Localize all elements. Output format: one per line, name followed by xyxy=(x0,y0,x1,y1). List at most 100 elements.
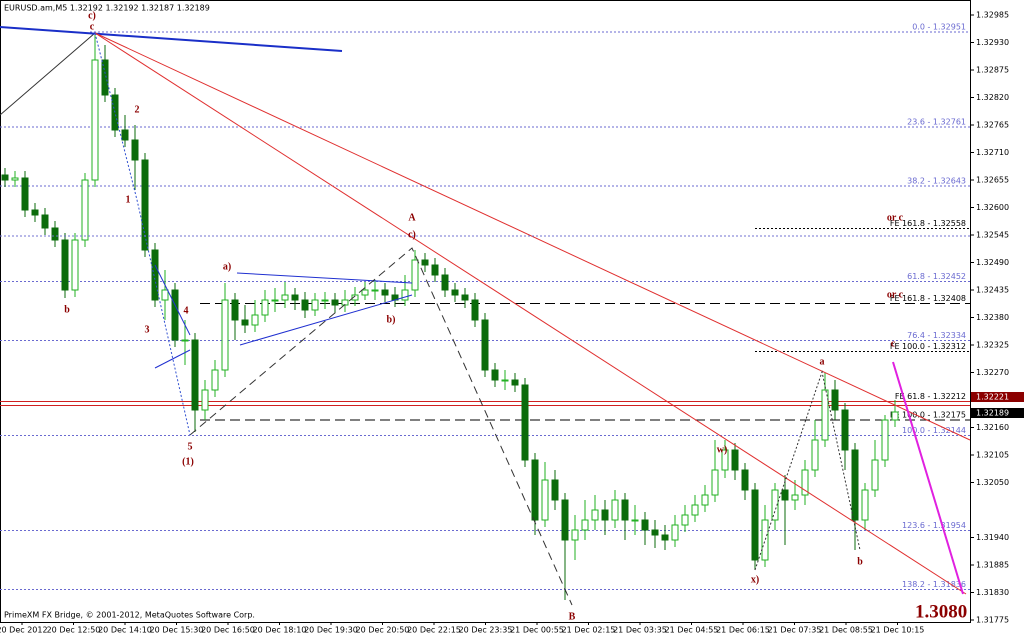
x-tick-label: 21 Dec 08:55 xyxy=(819,626,873,635)
candle-body xyxy=(581,519,589,531)
wave-label: a) xyxy=(223,261,231,272)
fib-label: 76.4 - 1.32334 xyxy=(907,331,966,340)
x-tick-label: 21 Dec 02:15 xyxy=(562,626,616,635)
candle-body xyxy=(401,289,409,301)
y-tick-label: 1.32820 xyxy=(976,93,1009,102)
candle-body xyxy=(811,439,819,471)
wave-label: 3 xyxy=(145,324,150,335)
candle-body xyxy=(511,379,519,386)
wave-label: 2 xyxy=(135,104,140,115)
candle-body xyxy=(1,174,9,181)
candle-body xyxy=(321,299,329,302)
candle-body xyxy=(611,499,619,521)
candle-body xyxy=(751,489,759,561)
wave-label: b xyxy=(64,304,70,315)
candle-body xyxy=(311,299,319,311)
price-axis: 1.32985 1.32930 1.32875 1.32820 1.32765 1.327… xyxy=(0,11,1024,635)
fe-label: FE 100.0 - 1.32312 xyxy=(890,342,966,351)
candle-body xyxy=(441,274,449,291)
y-tick-label: 1.31940 xyxy=(976,533,1009,542)
fib-label: 23.6 - 1.32761 xyxy=(907,118,966,127)
candle-body xyxy=(841,409,849,451)
candle-body xyxy=(251,314,259,326)
wave-path xyxy=(94,32,191,436)
x-tick-label: 20 Dec 2012 xyxy=(0,626,48,635)
y-tick-label: 1.32600 xyxy=(976,203,1009,212)
candle-body xyxy=(21,177,29,211)
candle-body xyxy=(601,509,609,521)
candle-body xyxy=(741,469,749,491)
x-tick-label: 21 Dec 03:35 xyxy=(613,626,667,635)
y-tick-label: 1.32380 xyxy=(976,313,1009,322)
candle-body xyxy=(301,299,309,311)
candle-body xyxy=(721,449,729,471)
fib-label: 61.8 - 1.32452 xyxy=(907,272,966,281)
candle-body xyxy=(171,289,179,341)
candle-body xyxy=(291,294,299,301)
candle-body xyxy=(381,289,389,296)
candle-body xyxy=(731,449,739,471)
wave-label: a xyxy=(820,356,825,367)
wave-label: or c xyxy=(887,212,904,223)
candle-body xyxy=(181,339,189,342)
candle-body xyxy=(281,294,289,301)
wave-label: 4 xyxy=(184,305,189,316)
y-tick-label: 1.32490 xyxy=(976,258,1009,267)
candle-body xyxy=(881,419,889,461)
candle-body xyxy=(651,529,659,536)
copyright: PrimeXM FX Bridge, © 2001-2012, MetaQuot… xyxy=(4,611,255,620)
candle-body xyxy=(781,489,789,501)
y-tick-label: 1.32545 xyxy=(976,231,1009,240)
candle-body xyxy=(621,499,629,521)
candle-body xyxy=(481,319,489,371)
trend-line xyxy=(154,264,191,336)
wave-label: c xyxy=(891,338,896,349)
candle-body xyxy=(871,459,879,491)
candle-body xyxy=(591,509,599,521)
fe-label: FE 61.8 - 1.32212 xyxy=(895,392,966,401)
candle-body xyxy=(541,479,549,521)
candle-body xyxy=(11,177,19,181)
candle-body xyxy=(421,259,429,266)
y-tick-label: 1.32435 xyxy=(976,286,1009,295)
y-tick-label: 1.31885 xyxy=(976,561,1009,570)
wave-path xyxy=(754,370,861,571)
candle-body xyxy=(351,294,359,301)
candle-body xyxy=(161,289,169,301)
fib-label: 38.2 - 1.32643 xyxy=(907,177,966,186)
candle-body xyxy=(531,459,539,521)
candle-body xyxy=(211,369,219,391)
wave-label: c) xyxy=(408,229,416,240)
candle-body xyxy=(431,264,439,276)
candle-body xyxy=(201,389,209,411)
candle-body xyxy=(411,259,419,291)
candle-body xyxy=(31,209,39,216)
chart-header: EURUSD.am,M5 1.32192 1.32192 1.32187 1.3… xyxy=(4,4,210,13)
price-tag-label: 1.32189 xyxy=(976,409,1009,418)
y-tick-label: 1.31830 xyxy=(976,588,1009,597)
fib-label: 138.2 - 1.31836 xyxy=(902,580,966,589)
x-tick-label: 21 Dec 07:35 xyxy=(768,626,822,635)
candle-body xyxy=(561,499,569,541)
candle-body xyxy=(451,289,459,296)
candle-body xyxy=(701,494,709,506)
wave-label: or c xyxy=(887,289,904,300)
x-tick-label: 21 Dec 04:55 xyxy=(665,626,719,635)
price-tag xyxy=(971,392,1024,402)
candle-body xyxy=(771,489,779,521)
candle-body xyxy=(91,59,99,181)
wave-label: c) xyxy=(88,10,96,21)
x-tick-label: 20 Dec 22:15 xyxy=(407,626,461,635)
trend-line xyxy=(0,26,343,52)
candle-body xyxy=(191,339,199,411)
y-tick-label: 1.31775 xyxy=(976,616,1009,625)
candle-body xyxy=(51,227,59,241)
y-tick-label: 1.32270 xyxy=(976,368,1009,377)
x-tick-label: 20 Dec 23:35 xyxy=(459,626,513,635)
fe-label: FE 161.8 - 1.32558 xyxy=(890,219,966,228)
x-tick-label: 20 Dec 20:50 xyxy=(356,626,410,635)
candle-body xyxy=(131,139,139,161)
candle-body xyxy=(271,299,279,302)
wave-label: 1 xyxy=(126,194,131,205)
